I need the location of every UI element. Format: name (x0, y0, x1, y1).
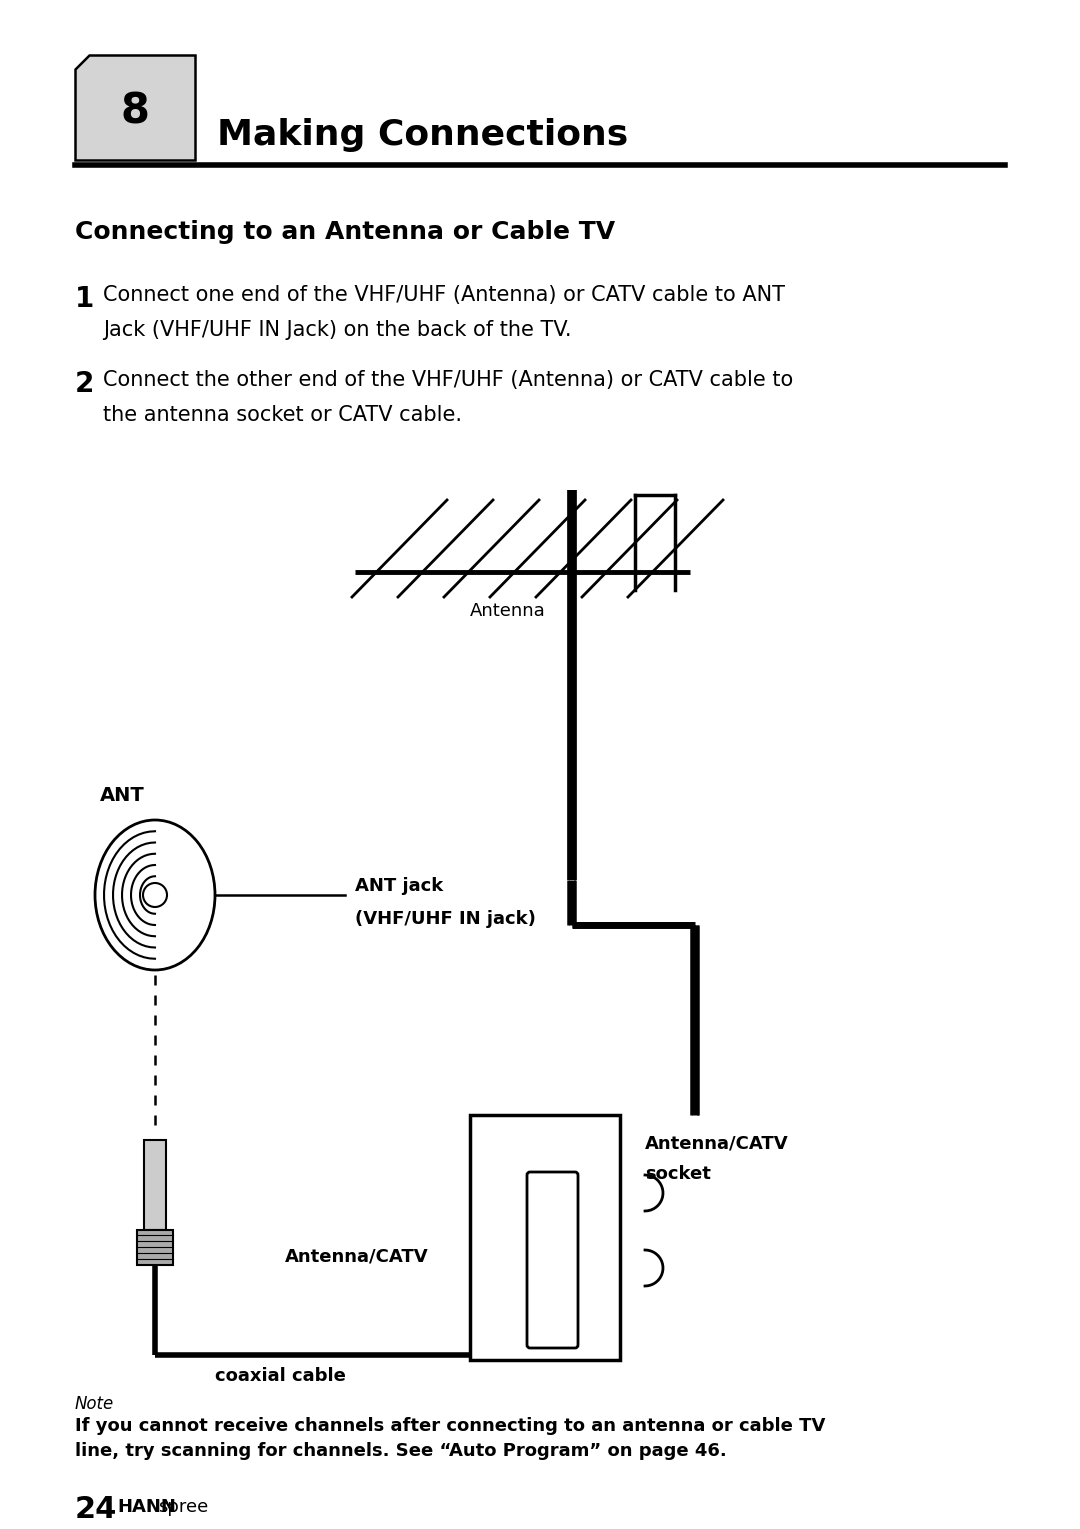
Bar (144, 1141, 166, 1229)
Text: socket: socket (645, 1165, 711, 1183)
Text: Antenna: Antenna (470, 602, 545, 619)
Circle shape (143, 884, 167, 907)
Text: If you cannot receive channels after connecting to an antenna or cable TV
line, : If you cannot receive channels after con… (75, 1417, 825, 1460)
Text: coaxial cable: coaxial cable (215, 1367, 346, 1385)
Text: Jack (VHF/UHF IN Jack) on the back of the TV.: Jack (VHF/UHF IN Jack) on the back of th… (103, 320, 571, 339)
Text: ANT: ANT (100, 786, 145, 804)
Text: spree: spree (158, 1498, 208, 1515)
Text: 1: 1 (75, 284, 94, 313)
Text: Connecting to an Antenna or Cable TV: Connecting to an Antenna or Cable TV (75, 220, 616, 245)
FancyBboxPatch shape (527, 1173, 578, 1349)
Text: Connect the other end of the VHF/UHF (Antenna) or CATV cable to: Connect the other end of the VHF/UHF (An… (103, 370, 793, 390)
Text: Connect one end of the VHF/UHF (Antenna) or CATV cable to ANT: Connect one end of the VHF/UHF (Antenna)… (103, 284, 785, 304)
Text: the antenna socket or CATV cable.: the antenna socket or CATV cable. (103, 405, 462, 425)
Text: Antenna/CATV: Antenna/CATV (645, 1135, 788, 1153)
Ellipse shape (95, 820, 215, 969)
Text: ANT jack: ANT jack (355, 878, 443, 894)
Text: (VHF/UHF IN jack): (VHF/UHF IN jack) (355, 910, 536, 928)
Bar (470, 1115, 620, 1359)
Text: 24: 24 (75, 1495, 118, 1524)
Polygon shape (75, 55, 195, 161)
Text: HANN: HANN (117, 1498, 176, 1515)
Text: Antenna/CATV: Antenna/CATV (285, 1248, 429, 1266)
Text: Note: Note (75, 1394, 114, 1413)
Bar (137, 1229, 173, 1264)
Text: Making Connections: Making Connections (217, 118, 629, 151)
Text: 2: 2 (75, 370, 94, 398)
Text: 8: 8 (121, 90, 149, 133)
